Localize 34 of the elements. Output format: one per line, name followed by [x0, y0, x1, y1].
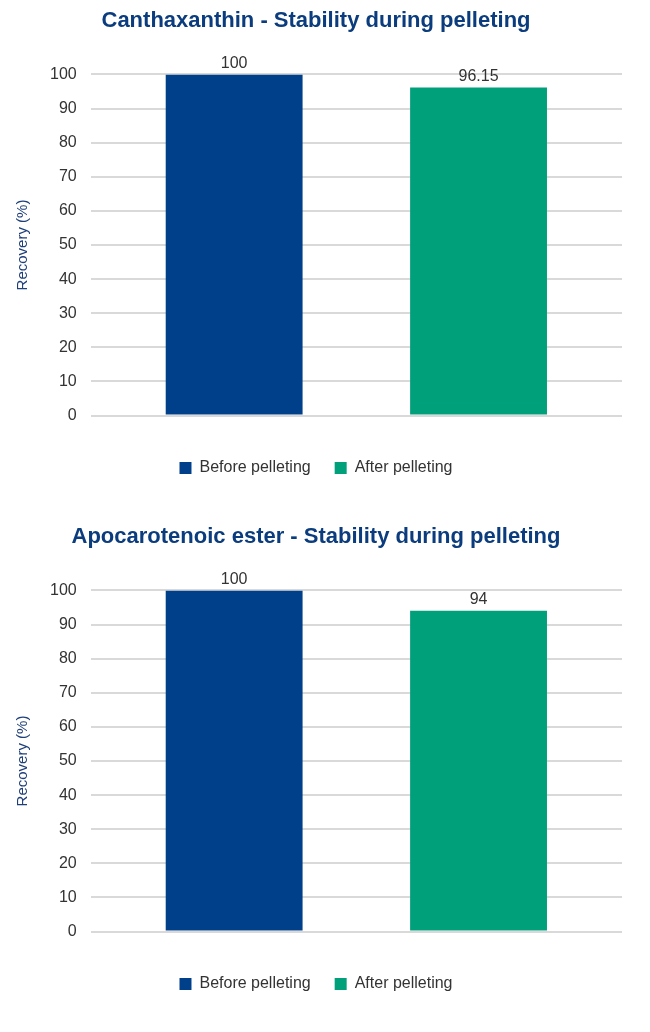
y-tick-label: 0	[67, 406, 77, 424]
y-tick-label: 20	[58, 337, 77, 355]
y-tick-label: 90	[58, 614, 77, 632]
y-tick-label: 70	[58, 683, 77, 701]
data-label: 100	[220, 53, 248, 71]
data-label: 94	[469, 590, 488, 608]
y-tick-label: 80	[58, 649, 77, 667]
y-tick-label: 90	[58, 98, 77, 116]
chart-title: Apocarotenoic ester - Stability during pelleting	[71, 523, 561, 549]
y-tick-label: 10	[58, 371, 77, 389]
legend-label: Before pelleting	[199, 974, 311, 992]
y-axis-title: Recovery (%)	[13, 199, 31, 291]
y-tick-label: 60	[58, 717, 77, 735]
legend-label: After pelleting	[354, 458, 453, 476]
y-tick-label: 0	[67, 922, 77, 940]
y-tick-label: 100	[49, 64, 77, 82]
y-tick-label: 80	[58, 133, 77, 151]
data-label: 96.15	[458, 66, 499, 84]
data-label: 100	[220, 569, 248, 587]
legend-label: After pelleting	[354, 974, 453, 992]
y-axis-title: Recovery (%)	[13, 715, 31, 807]
legend-label: Before pelleting	[199, 458, 311, 476]
y-tick-label: 40	[58, 785, 77, 803]
chart-title: Canthaxanthin - Stability during pelleting	[101, 7, 531, 33]
y-tick-label: 30	[58, 303, 77, 321]
y-tick-label: 10	[58, 887, 77, 905]
y-tick-label: 50	[58, 751, 77, 769]
y-tick-label: 40	[58, 269, 77, 287]
y-tick-label: 60	[58, 201, 77, 219]
y-tick-label: 100	[49, 580, 77, 598]
y-tick-label: 20	[58, 853, 77, 871]
y-tick-label: 50	[58, 235, 77, 253]
y-tick-label: 30	[58, 819, 77, 837]
y-tick-label: 70	[58, 167, 77, 185]
